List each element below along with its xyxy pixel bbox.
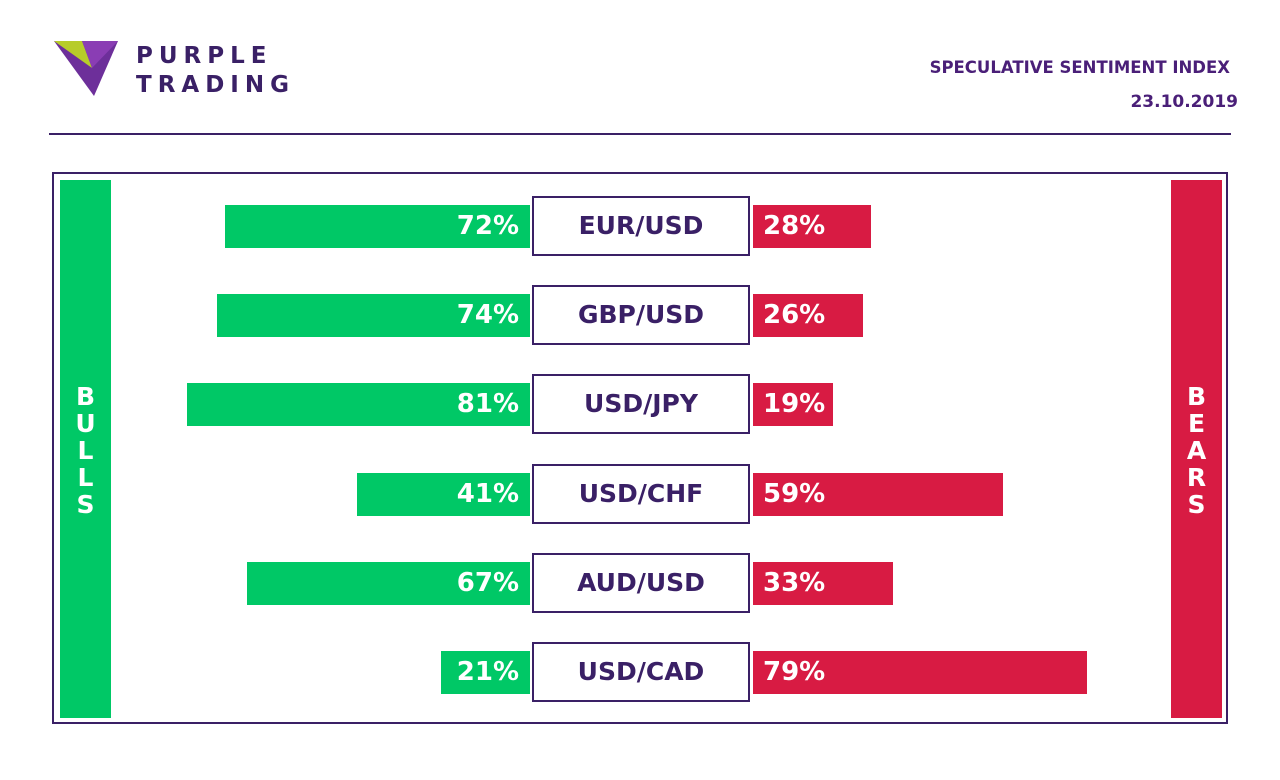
bear-bar — [753, 294, 863, 338]
brand-line-2: TRADING — [136, 72, 295, 98]
page-title: SPECULATIVE SENTIMENT INDEX — [929, 58, 1230, 77]
bear-bar — [753, 205, 872, 248]
brand-name: PURPLE TRADING — [136, 42, 295, 100]
bulls-letter: L — [77, 436, 94, 465]
chart-row: 21% 79% USD/CAD — [0, 642, 1280, 702]
bull-bar — [356, 472, 530, 516]
bear-value-label: 19% — [763, 389, 826, 420]
bears-letter: R — [1186, 463, 1207, 492]
bear-bar — [753, 561, 893, 605]
purple-trading-logo: PURPLE TRADING — [52, 38, 312, 102]
bear-value-label: 33% — [763, 567, 826, 598]
report-date: 23.10.2019 — [1130, 92, 1238, 112]
header-divider — [49, 133, 1231, 135]
bears-letter: A — [1186, 436, 1207, 465]
chart-row: 74% 26% GBP/USD — [0, 285, 1280, 346]
bear-bar — [753, 383, 834, 427]
bulls-letter: L — [77, 463, 94, 492]
bears-letter: B — [1186, 382, 1207, 411]
bull-value-label: 81% — [456, 389, 519, 420]
brand-line-1: PURPLE — [136, 43, 273, 69]
currency-pair-label: USD/CAD — [532, 642, 750, 702]
bears-letter: E — [1187, 409, 1206, 438]
bulls-letter: B — [75, 382, 96, 411]
bulls-letter: S — [76, 490, 95, 519]
bull-bar — [246, 561, 530, 605]
chart-row: 81% 19% USD/JPY — [0, 374, 1280, 435]
bear-value-label: 26% — [763, 300, 826, 331]
bull-bar — [225, 205, 530, 248]
bulls-letter: U — [75, 409, 96, 438]
chart-frame — [52, 172, 1228, 724]
bears-letter: S — [1187, 490, 1206, 519]
bull-value-label: 72% — [456, 211, 519, 241]
bull-bar — [216, 294, 530, 338]
chart-row: 41% 59% USD/CHF — [0, 463, 1280, 524]
currency-pair-label: USD/CHF — [532, 463, 750, 524]
bear-bar — [753, 651, 1088, 694]
bull-value-label: 74% — [456, 300, 519, 331]
currency-pair-label: GBP/USD — [532, 285, 750, 346]
currency-pair-label: EUR/USD — [532, 196, 750, 256]
chart-row: 67% 33% AUD/USD — [0, 552, 1280, 613]
bear-value-label: 28% — [763, 211, 826, 241]
currency-pair-label: AUD/USD — [532, 552, 750, 613]
bull-value-label: 67% — [456, 567, 519, 598]
chart-row: 72% 28% EUR/USD — [0, 196, 1280, 256]
bull-value-label: 21% — [456, 657, 519, 687]
bear-value-label: 79% — [763, 657, 826, 687]
bull-bar — [187, 383, 530, 427]
bull-value-label: 41% — [456, 478, 519, 509]
bull-bar — [441, 651, 530, 694]
bear-value-label: 59% — [763, 478, 826, 509]
bear-bar — [753, 472, 1003, 516]
currency-pair-label: USD/JPY — [532, 374, 750, 435]
logo-mark-icon — [54, 41, 118, 96]
